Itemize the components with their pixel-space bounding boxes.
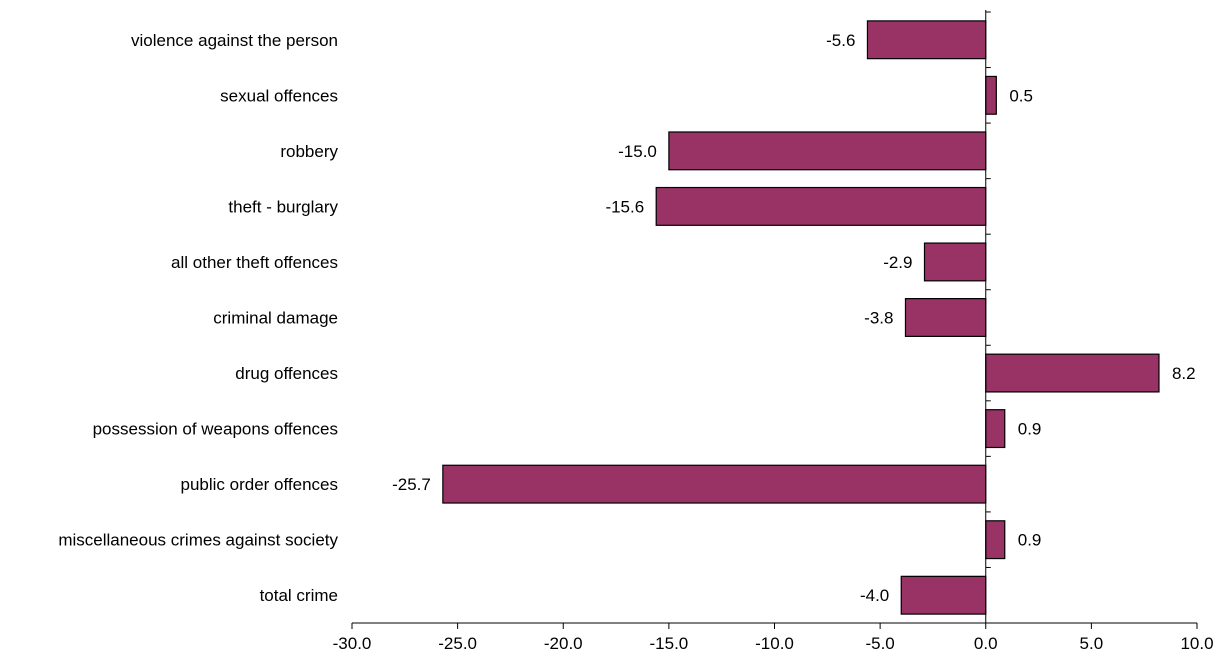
category-label: theft - burglary xyxy=(228,197,338,216)
category-label: robbery xyxy=(280,142,338,161)
category-label: total crime xyxy=(260,586,338,605)
x-tick-label: -20.0 xyxy=(544,634,583,653)
category-label: all other theft offences xyxy=(171,253,338,272)
bar xyxy=(985,520,1006,560)
x-tick-label: 0.0 xyxy=(974,634,998,653)
data-label: -25.7 xyxy=(392,475,431,494)
bar xyxy=(900,575,987,615)
data-label: -5.6 xyxy=(826,31,855,50)
x-tick-label: -25.0 xyxy=(438,634,477,653)
category-label: criminal damage xyxy=(213,309,338,328)
data-label: -4.0 xyxy=(860,586,889,605)
x-tick-label: -15.0 xyxy=(650,634,689,653)
x-tick-label: -30.0 xyxy=(333,634,372,653)
axes-group xyxy=(351,10,1198,629)
bar xyxy=(655,186,987,226)
bar xyxy=(442,464,987,504)
data-label: 0.9 xyxy=(1018,420,1042,439)
category-label: public order offences xyxy=(180,475,338,494)
category-label: miscellaneous crimes against society xyxy=(58,531,338,550)
data-label: -2.9 xyxy=(883,253,912,272)
bar xyxy=(923,242,987,282)
category-label: drug offences xyxy=(235,364,338,383)
bar xyxy=(668,131,987,171)
bar xyxy=(985,409,1006,449)
bar xyxy=(985,353,1160,393)
category-label: possession of weapons offences xyxy=(93,420,338,439)
bar xyxy=(866,20,987,60)
data-label: -15.0 xyxy=(618,142,657,161)
x-tick-label: 5.0 xyxy=(1080,634,1104,653)
data-label: 0.9 xyxy=(1018,531,1042,550)
labels-group: violence against the person -5.6 sexual of… xyxy=(58,31,1213,653)
bar xyxy=(985,75,997,115)
category-label: violence against the person xyxy=(131,31,338,50)
x-tick-label: -10.0 xyxy=(755,634,794,653)
data-label: -15.6 xyxy=(605,197,644,216)
data-label: 8.2 xyxy=(1172,364,1196,383)
bar xyxy=(904,298,987,337)
data-label: 0.5 xyxy=(1009,86,1033,105)
data-label: -3.8 xyxy=(864,309,893,328)
x-tick-label: -5.0 xyxy=(865,634,894,653)
bars-group xyxy=(442,20,1160,615)
category-label: sexual offences xyxy=(220,86,338,105)
x-tick-label: 10.0 xyxy=(1180,634,1213,653)
